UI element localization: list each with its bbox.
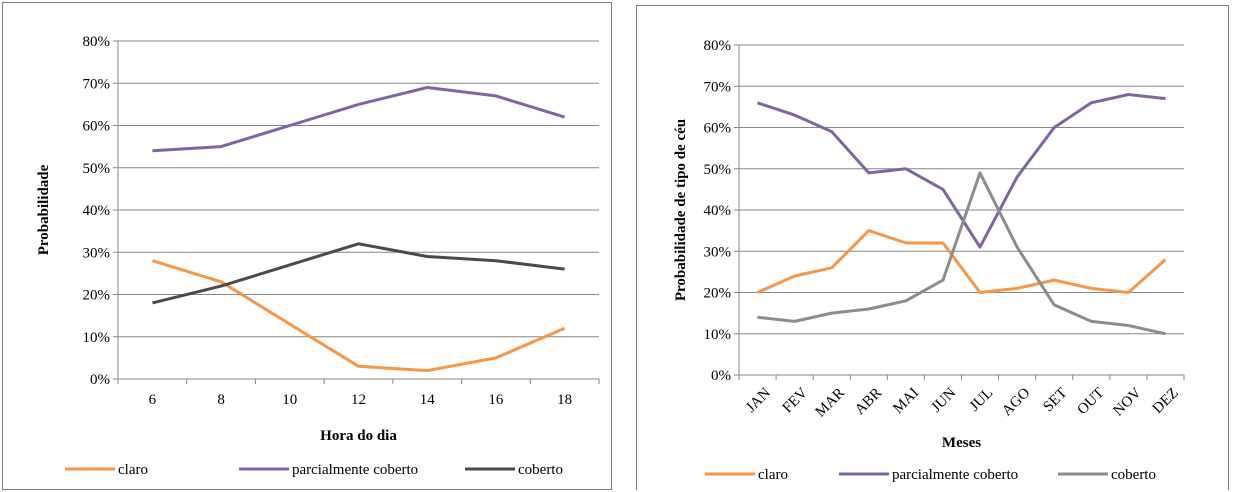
y-tick-label: 0% — [90, 372, 110, 388]
hourly-chart-svg: 0% 10% 20% 30% 40% 50% 60% 70% 80% 6 8 10 12 14 16 18 Ho… — [36, 34, 600, 478]
y-axis-title: Probabilidade de tipo de céu — [673, 119, 689, 301]
x-tick-label: MAR — [813, 385, 848, 420]
x-tick-label: 8 — [217, 392, 225, 408]
x-tick-label: 16 — [488, 392, 504, 408]
series-line-parcialmente-coberto — [152, 86, 566, 153]
y-tick-label: 10% — [83, 330, 111, 346]
legend-label-parcialmente-coberto: parcialmente coberto — [892, 467, 1018, 483]
x-tick-label: 18 — [557, 392, 572, 408]
y-tick-label: 60% — [83, 119, 111, 135]
series-line-coberto — [757, 171, 1166, 336]
x-tick-label: JUL — [967, 385, 997, 415]
y-tick-label: 70% — [83, 76, 111, 92]
x-axis-title: Hora do dia — [320, 428, 397, 444]
y-tick-label: 10% — [704, 327, 732, 343]
x-tick-label: DEZ — [1150, 385, 1182, 417]
series-line-parcialmente-coberto — [757, 93, 1166, 249]
legend-label-claro: claro — [118, 462, 148, 478]
y-tick-label: 80% — [83, 34, 111, 50]
x-axis-title: Meses — [942, 435, 981, 451]
y-tick-label: 50% — [83, 161, 111, 177]
y-axis-title: Probabilidade — [36, 164, 52, 255]
y-tick-label: 60% — [704, 121, 732, 137]
x-tick-label: 6 — [149, 392, 157, 408]
y-tick-label: 70% — [704, 79, 732, 95]
series-line-claro — [756, 229, 1167, 294]
x-tick-label: SET — [1040, 385, 1070, 415]
x-tick-label: ABR — [852, 385, 885, 418]
x-tick-label: MAI — [890, 385, 922, 417]
y-tick-label: 0% — [711, 368, 731, 384]
x-tick-label: 10 — [282, 392, 297, 408]
x-tick-label: 14 — [420, 392, 436, 408]
x-tick-label: FEV — [780, 385, 811, 416]
x-tick-label: 12 — [351, 392, 366, 408]
y-tick-label: 20% — [704, 286, 732, 302]
chart-panel-monthly: 0% 10% 20% 30% 40% 50% 60% 70% 80% JAN FEV MAR ABR MA… — [636, 5, 1229, 490]
x-tick-label: JUN — [929, 385, 960, 416]
y-tick-label: 50% — [704, 162, 732, 178]
series-line-claro — [151, 259, 566, 373]
legend-label-coberto: coberto — [1111, 467, 1156, 483]
y-tick-label: 30% — [83, 245, 111, 261]
y-tick-label: 20% — [83, 288, 111, 304]
y-tick-label: 80% — [704, 38, 732, 54]
series-line-coberto — [152, 242, 565, 305]
monthly-chart-svg: 0% 10% 20% 30% 40% 50% 60% 70% 80% JAN FEV MAR ABR MA… — [673, 38, 1185, 483]
legend-label-coberto: coberto — [518, 462, 563, 478]
legend-label-claro: claro — [758, 467, 788, 483]
chart-panel-hourly: 0% 10% 20% 30% 40% 50% 60% 70% 80% 6 8 10 12 14 16 18 Ho… — [2, 2, 612, 490]
y-tick-label: 40% — [704, 203, 732, 219]
y-tick-label: 40% — [83, 203, 111, 219]
legend-label-parcialmente-coberto: parcialmente coberto — [292, 462, 418, 478]
x-tick-label: OUT — [1074, 385, 1107, 418]
x-tick-label: JAN — [743, 385, 774, 416]
x-tick-label: AGO — [999, 385, 1033, 419]
y-tick-label: 30% — [704, 244, 732, 260]
x-tick-label: NOV — [1110, 385, 1144, 419]
